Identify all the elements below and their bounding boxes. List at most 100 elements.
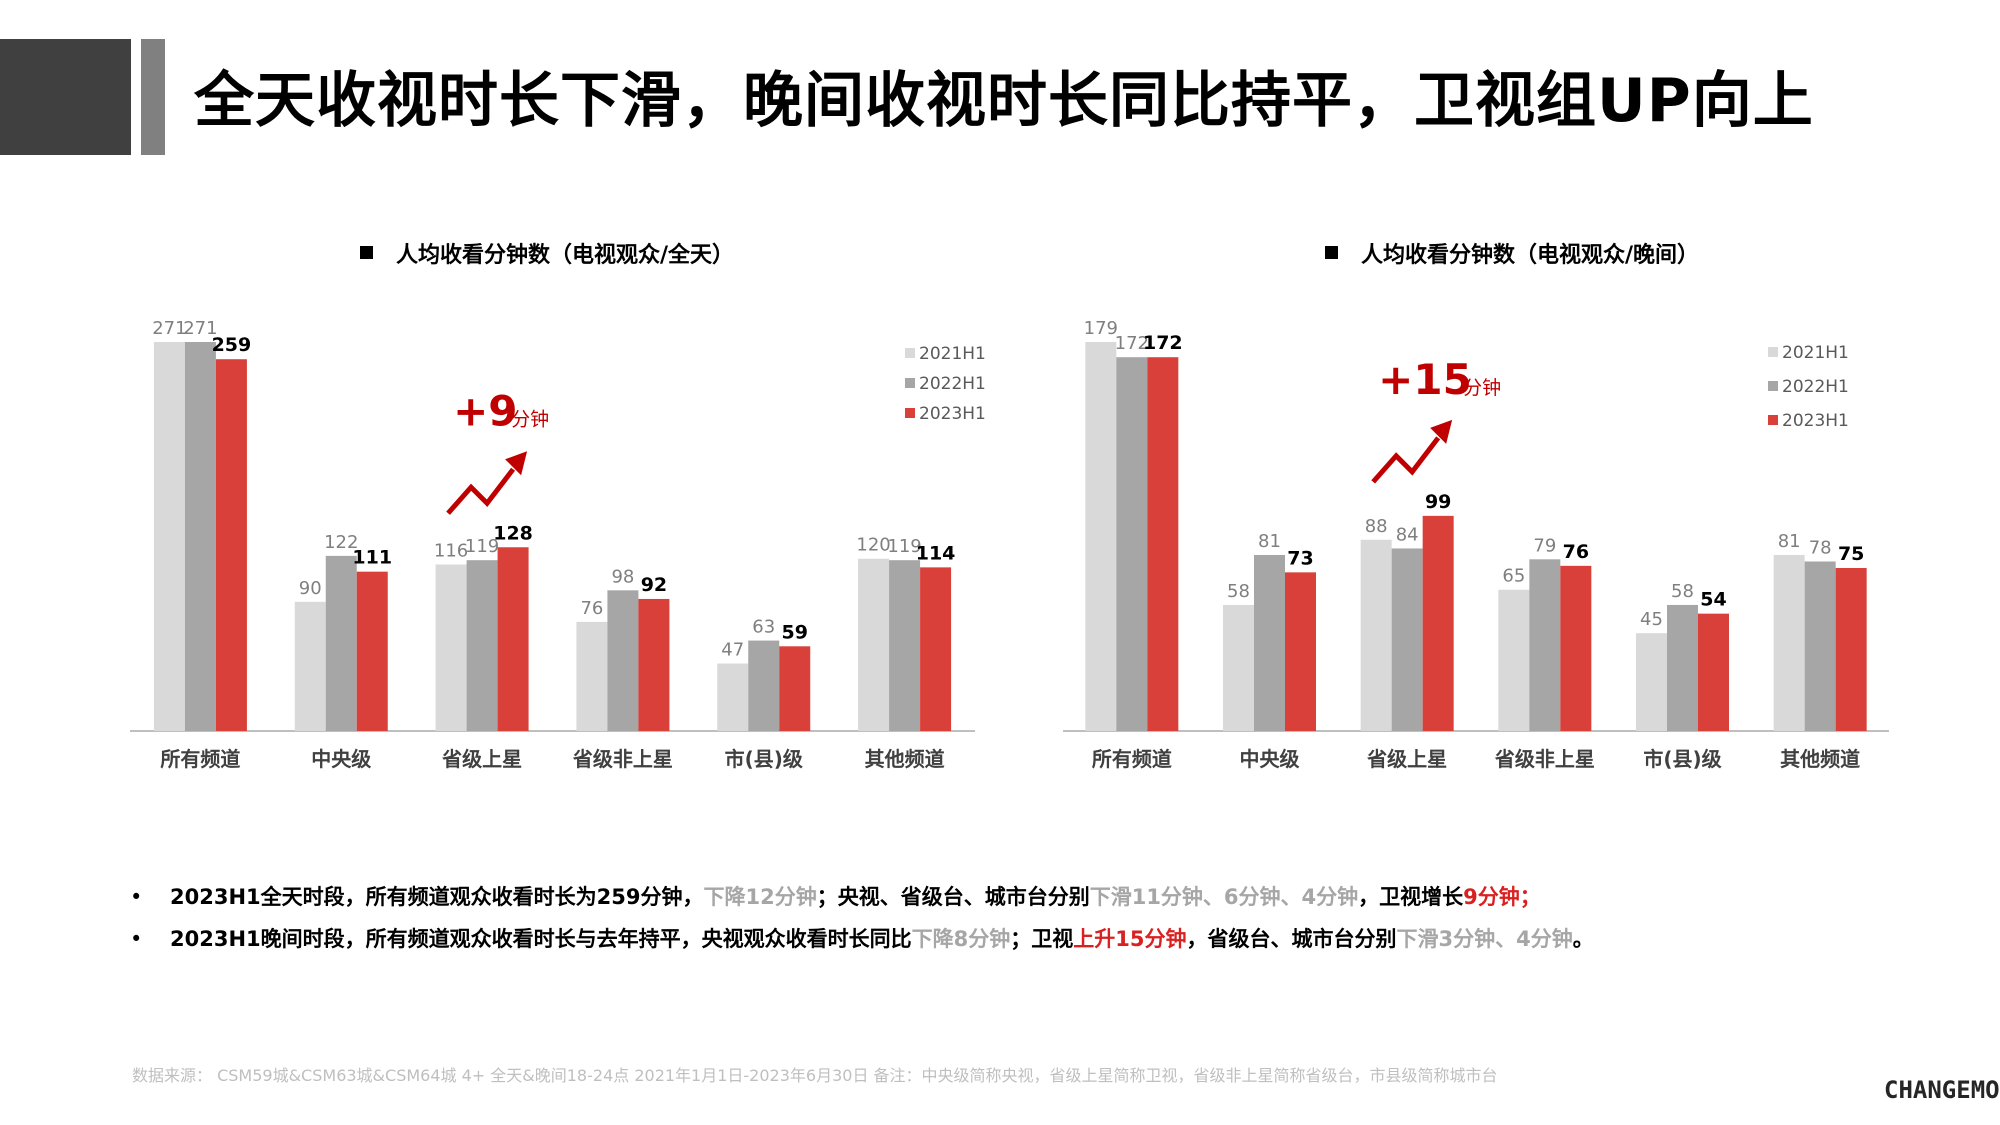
chart1-title: 人均收看分钟数（电视观众/全天） — [396, 242, 734, 268]
chart2-bar-2022H1-2 — [1391, 548, 1423, 731]
chart2-data-label-2022H1-4: 58 — [1671, 581, 1694, 602]
chart2-data-label-2023H1-5: 75 — [1838, 543, 1864, 565]
bullet-1-segment-6: 。 — [1572, 927, 1594, 951]
chart2-bar-2021H1-3 — [1498, 589, 1530, 731]
chart2-category-label-2: 省级上星 — [1366, 747, 1447, 771]
chart1-category-label-2: 省级上星 — [441, 747, 522, 771]
chart2-title-marker — [1325, 246, 1338, 259]
chart2-bar-2021H1-1 — [1223, 604, 1254, 731]
chart1-bar-2022H1-2 — [466, 560, 498, 731]
chart1-legend-label-2021H1: 2021H1 — [919, 344, 986, 364]
chart2-legend-swatch-2023H1 — [1768, 415, 1778, 425]
chart1-data-label-2021H1-1: 90 — [299, 578, 322, 599]
chart1-bar-2023H1-1 — [356, 571, 388, 731]
chart1-data-label-2021H1-4: 47 — [721, 640, 744, 661]
header-dark-block — [0, 39, 131, 155]
chart2-legend-label-2021H1: 2021H1 — [1782, 343, 1849, 363]
chart1-category-label-5: 其他频道 — [865, 747, 945, 771]
chart2-legend-swatch-2021H1 — [1768, 347, 1778, 357]
chart1-category-label-3: 省级非上星 — [572, 747, 673, 771]
bullet-0-segment-0: 2023H1全天时段，所有频道观众收看时长为259分钟， — [170, 885, 704, 909]
chart2-annotation-unit: 分钟 — [1463, 377, 1501, 399]
bullet-1-segment-4: ，省级台、城市台分别 — [1186, 927, 1397, 951]
chart1-trend-arrow-head — [505, 451, 528, 476]
chart2-title: 人均收看分钟数（电视观众/晚间） — [1361, 242, 1699, 268]
chart2-legend-label-2022H1: 2022H1 — [1782, 377, 1849, 397]
chart1-bar-2023H1-3 — [638, 598, 670, 731]
brand-logo: CHANGEMO — [1884, 1076, 2000, 1104]
chart1-bar-2021H1-4 — [717, 663, 749, 731]
chart1-data-label-2021H1-2: 116 — [434, 540, 468, 561]
summary-bullet-evening: 2023H1晚间时段，所有频道观众收看时长与去年持平，央视观众收看时长同比下降8… — [130, 918, 1970, 960]
chart2-data-label-2021H1-0: 179 — [1084, 318, 1118, 339]
chart2-data-label-2023H1-0: 172 — [1143, 332, 1183, 354]
chart1-legend-label-2023H1: 2023H1 — [919, 404, 986, 424]
summary-bullets: 2023H1全天时段，所有频道观众收看时长为259分钟，下降12分钟；央视、省级… — [130, 876, 1970, 960]
bullet-0-segment-5: 9分钟； — [1463, 885, 1541, 909]
chart1-data-label-2023H1-0: 259 — [212, 334, 252, 356]
chart2-bar-2023H1-4 — [1698, 613, 1729, 731]
chart1-bar-2023H1-4 — [779, 646, 811, 731]
bullet-1-segment-5: 下滑3分钟、4分钟 — [1396, 927, 1573, 951]
chart2-bar-2022H1-0 — [1116, 357, 1148, 731]
chart1-annotation-unit: 分钟 — [511, 408, 549, 430]
chart1-annotation-value: +9 — [453, 386, 517, 435]
chart1-bar-2023H1-5 — [920, 567, 952, 731]
chart2-data-label-2021H1-3: 65 — [1502, 566, 1525, 587]
chart2-data-label-2022H1-2: 84 — [1396, 524, 1419, 545]
chart2-data-label-2022H1-3: 79 — [1533, 535, 1556, 556]
bullet-1-segment-2: ；卫视 — [1010, 927, 1074, 951]
chart1-data-label-2023H1-5: 114 — [916, 542, 956, 564]
charts-canvas: 人均收看分钟数（电视观众/全天）271271259所有频道90122111中央级… — [130, 242, 1889, 771]
chart1-bar-2022H1-1 — [325, 555, 357, 731]
chart1-bar-2021H1-0 — [153, 342, 185, 731]
chart1-bar-2021H1-5 — [858, 558, 890, 731]
chart2-bar-2021H1-0 — [1085, 342, 1117, 731]
chart2-data-label-2022H1-0: 172 — [1115, 333, 1149, 354]
chart2-legend-label-2023H1: 2023H1 — [1782, 411, 1849, 431]
chart1-data-label-2022H1-2: 119 — [465, 536, 499, 557]
chart1-data-label-2022H1-1: 122 — [324, 532, 358, 553]
chart1-legend-swatch-2021H1 — [905, 348, 915, 358]
chart2-bar-2023H1-0 — [1147, 357, 1179, 731]
chart1-data-label-2022H1-3: 98 — [611, 566, 634, 587]
chart2-legend-swatch-2022H1 — [1768, 381, 1778, 391]
chart1-data-label-2023H1-4: 59 — [782, 621, 808, 643]
chart2-bar-2022H1-1 — [1254, 554, 1285, 731]
chart1-legend-swatch-2022H1 — [905, 378, 915, 388]
chart1-data-label-2022H1-4: 63 — [752, 617, 775, 638]
chart2-bar-2021H1-5 — [1773, 554, 1805, 731]
chart2-category-label-1: 中央级 — [1240, 747, 1300, 771]
chart2-data-label-2023H1-1: 73 — [1287, 547, 1313, 569]
bullet-0-segment-4: ，卫视增长 — [1358, 885, 1464, 909]
chart2-bar-2023H1-1 — [1285, 572, 1316, 731]
chart1-legend-label-2022H1: 2022H1 — [919, 374, 986, 394]
chart2-bar-2021H1-2 — [1360, 539, 1392, 731]
bullet-1-segment-0: 2023H1晚间时段，所有频道观众收看时长与去年持平，央视观众收看时长同比 — [170, 927, 912, 951]
chart2-data-label-2023H1-3: 76 — [1563, 541, 1589, 563]
chart2-category-label-0: 所有频道 — [1092, 747, 1172, 771]
page-title: 全天收视时长下滑，晚间收视时长同比持平，卫视组UP向上 — [194, 66, 1814, 136]
chart2-trend-arrow-head — [1430, 419, 1453, 444]
chart1-data-label-2023H1-1: 111 — [352, 547, 392, 569]
chart1-bar-2022H1-3 — [607, 590, 639, 731]
chart2-trend-arrow-line — [1371, 436, 1441, 484]
chart2-data-label-2023H1-4: 54 — [1700, 589, 1726, 611]
chart1-bar-2022H1-4 — [748, 640, 780, 731]
chart2-bar-2023H1-3 — [1560, 565, 1592, 731]
chart2-category-label-5: 其他频道 — [1780, 747, 1860, 771]
chart1-category-label-0: 所有频道 — [160, 747, 240, 771]
chart1-title-marker — [360, 246, 373, 259]
chart1-trend-arrow-line — [446, 467, 516, 515]
chart1-data-label-2021H1-0: 271 — [152, 318, 186, 339]
chart1-category-label-1: 中央级 — [311, 747, 371, 771]
chart2-bar-2022H1-4 — [1667, 604, 1698, 731]
summary-bullet-allday: 2023H1全天时段，所有频道观众收看时长为259分钟，下降12分钟；央视、省级… — [130, 876, 1970, 918]
chart1-category-label-4: 市(县)级 — [725, 747, 803, 771]
bullet-0-segment-1: 下降12分钟 — [703, 885, 817, 909]
chart2-bar-2023H1-5 — [1835, 568, 1867, 731]
chart2-annotation-value: +15 — [1378, 355, 1472, 404]
chart2-data-label-2022H1-5: 78 — [1809, 537, 1832, 558]
chart1-data-label-2022H1-0: 271 — [183, 318, 217, 339]
chart1-bar-2023H1-2 — [497, 547, 529, 731]
